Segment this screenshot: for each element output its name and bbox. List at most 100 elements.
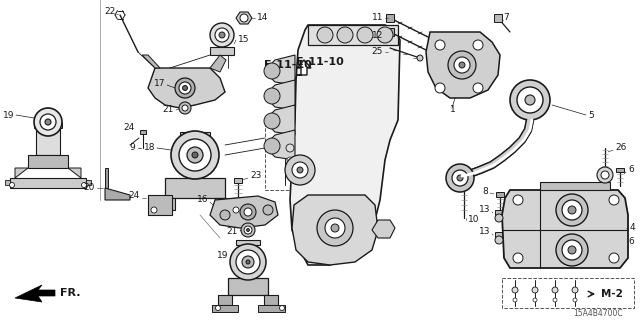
Circle shape	[452, 170, 468, 186]
Circle shape	[512, 287, 518, 293]
Polygon shape	[502, 190, 628, 268]
Circle shape	[280, 306, 285, 310]
Circle shape	[513, 195, 523, 205]
Polygon shape	[495, 210, 503, 215]
Polygon shape	[210, 196, 278, 228]
Circle shape	[210, 23, 234, 47]
Circle shape	[601, 171, 609, 179]
Circle shape	[151, 207, 157, 213]
Circle shape	[553, 298, 557, 302]
Circle shape	[446, 164, 474, 192]
Circle shape	[532, 287, 538, 293]
Polygon shape	[540, 182, 610, 190]
Circle shape	[264, 138, 280, 154]
Circle shape	[246, 228, 250, 231]
Circle shape	[495, 214, 503, 222]
Circle shape	[179, 82, 191, 94]
Polygon shape	[496, 192, 504, 197]
Circle shape	[240, 14, 248, 22]
Text: 13: 13	[479, 205, 490, 214]
Circle shape	[448, 51, 476, 79]
Circle shape	[246, 260, 250, 264]
Polygon shape	[386, 14, 394, 22]
Circle shape	[377, 27, 393, 43]
Circle shape	[242, 256, 254, 268]
Circle shape	[473, 83, 483, 93]
Circle shape	[286, 144, 294, 152]
Circle shape	[236, 250, 260, 274]
Text: 14: 14	[257, 13, 268, 22]
Circle shape	[556, 234, 588, 266]
Polygon shape	[210, 55, 226, 72]
Circle shape	[552, 287, 558, 293]
Text: 26: 26	[615, 143, 627, 153]
Circle shape	[317, 210, 353, 246]
Circle shape	[417, 55, 423, 61]
Bar	[86, 180, 91, 185]
Circle shape	[215, 28, 229, 42]
Text: 10: 10	[468, 215, 479, 225]
Polygon shape	[148, 205, 162, 215]
Circle shape	[517, 87, 543, 113]
Circle shape	[175, 78, 195, 98]
Polygon shape	[212, 305, 238, 312]
Polygon shape	[292, 195, 378, 265]
Polygon shape	[372, 220, 395, 238]
Circle shape	[45, 119, 51, 125]
Circle shape	[525, 95, 535, 105]
Text: E-11-10: E-11-10	[264, 60, 312, 70]
Circle shape	[230, 244, 266, 280]
Circle shape	[264, 113, 280, 129]
Circle shape	[216, 306, 221, 310]
Polygon shape	[15, 168, 28, 178]
Circle shape	[513, 253, 523, 263]
Circle shape	[264, 88, 280, 104]
Circle shape	[219, 32, 225, 38]
Polygon shape	[264, 295, 278, 305]
Text: 15: 15	[238, 36, 250, 44]
Circle shape	[454, 57, 470, 73]
Circle shape	[182, 105, 188, 111]
Text: 18: 18	[143, 143, 155, 153]
Polygon shape	[68, 168, 81, 178]
Circle shape	[34, 108, 62, 136]
Circle shape	[317, 27, 333, 43]
Text: 1: 1	[450, 106, 456, 115]
Polygon shape	[148, 195, 172, 215]
Polygon shape	[268, 105, 295, 135]
Text: 12: 12	[372, 30, 383, 39]
Circle shape	[325, 218, 345, 238]
Circle shape	[609, 253, 619, 263]
Polygon shape	[36, 128, 60, 155]
Circle shape	[179, 102, 191, 114]
Polygon shape	[282, 70, 298, 95]
Polygon shape	[28, 155, 68, 168]
Circle shape	[435, 83, 445, 93]
Text: 6: 6	[628, 165, 634, 174]
Text: 19: 19	[3, 110, 14, 119]
Polygon shape	[386, 28, 394, 36]
Circle shape	[556, 194, 588, 226]
Circle shape	[244, 208, 252, 216]
Circle shape	[263, 205, 273, 215]
Circle shape	[513, 298, 517, 302]
Polygon shape	[234, 178, 242, 183]
Polygon shape	[494, 14, 502, 22]
Polygon shape	[426, 32, 500, 98]
Polygon shape	[148, 68, 225, 108]
Polygon shape	[140, 130, 146, 134]
Circle shape	[240, 204, 256, 220]
Circle shape	[187, 147, 203, 163]
Circle shape	[457, 175, 463, 181]
Circle shape	[568, 206, 576, 214]
Polygon shape	[258, 305, 285, 312]
Circle shape	[81, 182, 86, 188]
Circle shape	[220, 210, 230, 220]
Text: 4: 4	[630, 223, 636, 233]
Polygon shape	[165, 178, 225, 198]
Circle shape	[264, 63, 280, 79]
Circle shape	[179, 139, 211, 171]
Circle shape	[459, 62, 465, 68]
Circle shape	[435, 40, 445, 50]
Circle shape	[285, 155, 315, 185]
